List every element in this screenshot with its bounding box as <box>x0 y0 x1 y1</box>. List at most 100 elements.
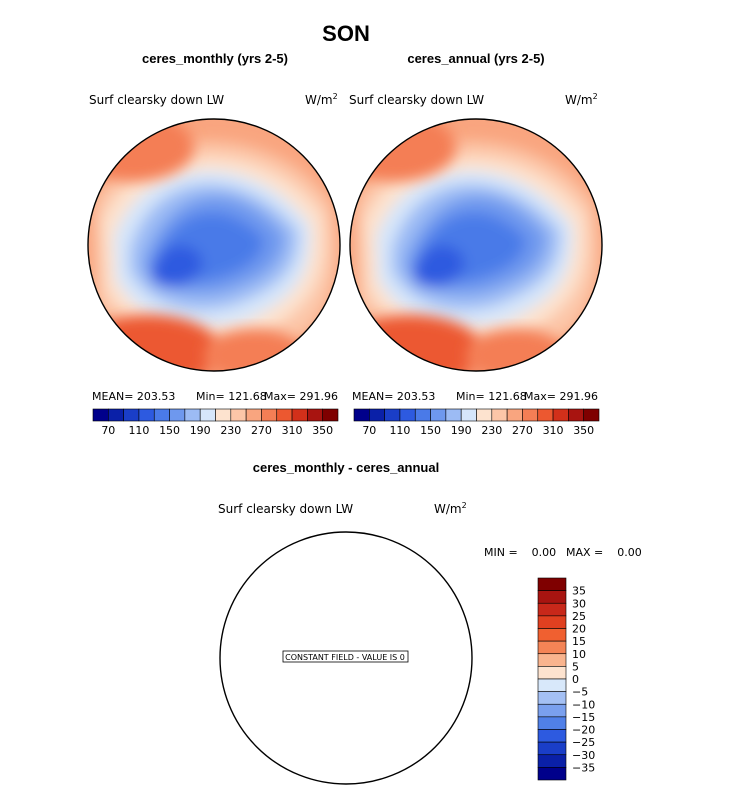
map-bottom: CONSTANT FIELD - VALUE IS 0 <box>219 531 473 785</box>
cbar-right-swatch-12 <box>537 408 554 422</box>
colorbar-bottom-swatch-11 <box>537 716 567 730</box>
colorbar-bottom-tick-label-14: −35 <box>572 761 595 774</box>
colorbar-bottom-tick-label-1: 30 <box>572 597 586 610</box>
panel-left-field-label: Surf clearsky down LW <box>89 93 224 107</box>
colorbar-right: 70 110 150 190 230 270 310 350 <box>353 408 600 437</box>
map-left-warm-bottom-left <box>88 315 220 371</box>
colorbar-left: 70 110 150 190 230 270 310 350 <box>92 408 339 437</box>
colorbar-bottom-tick-label-12: −25 <box>572 736 595 749</box>
panel-bottom-max: MAX = 0.00 <box>566 546 642 559</box>
cbar-right-tick-label-6: 310 <box>543 424 564 437</box>
cbar-left-swatch-10 <box>245 408 262 422</box>
colorbar-bottom-swatch-3 <box>537 615 567 629</box>
map-left-contour-band-6 <box>150 245 203 288</box>
cbar-left-swatch-5 <box>169 408 186 422</box>
map-right <box>349 118 603 372</box>
panel-right-units: W/m2 <box>565 92 598 107</box>
colorbar-bottom-tick-label-8: −5 <box>572 686 588 699</box>
colorbar-bottom-swatch-9 <box>537 691 567 705</box>
cbar-left-swatch-14 <box>307 408 323 422</box>
panel-bottom-field-label: Surf clearsky down LW <box>218 502 353 516</box>
cbar-left-tick-label-3: 190 <box>190 424 211 437</box>
cbar-left-swatch-3 <box>138 408 155 422</box>
cbar-right-tick-label-1: 110 <box>389 424 410 437</box>
colorbar-bottom-swatch-15 <box>537 767 567 781</box>
cbar-left-swatch-2 <box>123 408 140 422</box>
colorbar-bottom-swatch-8 <box>537 678 567 692</box>
cbar-right-swatch-1 <box>369 408 385 422</box>
panel-left-subtitle: ceres_monthly (yrs 2-5) <box>142 51 288 66</box>
cbar-right-swatch-15 <box>583 408 600 422</box>
cbar-right-tick-label-4: 230 <box>481 424 502 437</box>
colorbar-bottom-swatch-2 <box>537 602 567 617</box>
panel-bottom-subtitle: ceres_monthly - ceres_annual <box>253 460 439 475</box>
map-right-contour-band-6 <box>412 245 465 288</box>
colorbar-bottom-tick-label-0: 35 <box>572 585 586 598</box>
colorbar-bottom-swatch-14 <box>537 754 567 768</box>
colorbar-bottom-swatch-6 <box>537 653 567 667</box>
figure-title: SON <box>322 21 370 46</box>
cbar-right-swatch-5 <box>430 408 447 422</box>
cbar-right-swatch-3 <box>399 408 416 422</box>
cbar-right-tick-label-3: 190 <box>451 424 472 437</box>
cbar-right-swatch-11 <box>522 408 539 422</box>
cbar-left-swatch-0 <box>92 408 109 422</box>
colorbar-bottom-swatch-10 <box>537 703 567 718</box>
cbar-right-swatch-4 <box>414 408 431 422</box>
panel-left-units-base: W/m <box>305 93 333 107</box>
cbar-left-tick-label-6: 310 <box>282 424 303 437</box>
cbar-right-swatch-8 <box>476 408 493 422</box>
panel-right-mean: MEAN= 203.53 <box>352 390 435 403</box>
colorbar-bottom-tick-label-5: 10 <box>572 648 586 661</box>
colorbar-bottom-tick-label-2: 25 <box>572 610 586 623</box>
panel-bottom-units-exp: 2 <box>462 501 467 510</box>
panel-left-units-exp: 2 <box>333 92 338 101</box>
colorbar-bottom-swatch-12 <box>537 729 567 743</box>
map-right-field-blur <box>356 141 599 365</box>
cbar-right-swatch-6 <box>445 408 462 422</box>
cbar-left-swatch-1 <box>108 408 124 422</box>
cbar-left-tick-label-4: 230 <box>220 424 241 437</box>
cbar-right-swatch-0 <box>353 408 370 422</box>
panel-bottom-units-base: W/m <box>434 502 462 516</box>
panel-right-units-base: W/m <box>565 93 593 107</box>
cbar-left-swatch-15 <box>322 408 339 422</box>
colorbar-bottom-tick-label-6: 5 <box>572 660 579 673</box>
panel-right-field-label: Surf clearsky down LW <box>349 93 484 107</box>
cbar-left-tick-label-2: 150 <box>159 424 180 437</box>
cbar-left-swatch-6 <box>184 408 201 422</box>
colorbar-bottom-swatch-13 <box>537 741 567 756</box>
colorbar-bottom-tick-label-4: 15 <box>572 635 586 648</box>
panel-left-max: Max= 291.96 <box>264 390 338 403</box>
cbar-left-tick-label-7: 350 <box>312 424 333 437</box>
colorbar-bottom-tick-label-10: −15 <box>572 711 595 724</box>
colorbar-bottom-swatch-5 <box>537 640 567 655</box>
colorbar-bottom-tick-label-11: −20 <box>572 724 595 737</box>
cbar-left-tick-label-1: 110 <box>128 424 149 437</box>
map-left-warm-bottom-right <box>204 329 304 371</box>
map-bottom-outline <box>219 531 473 785</box>
map-right-warm-bottom-right <box>466 329 566 371</box>
panel-bottom-min: MIN = 0.00 <box>484 546 556 559</box>
panel-right-subtitle: ceres_annual (yrs 2-5) <box>407 51 544 66</box>
colorbar-bottom-swatch-7 <box>537 666 567 680</box>
panel-bottom-units: W/m2 <box>434 501 467 516</box>
cbar-left-swatch-7 <box>199 408 216 422</box>
colorbar-bottom-tick-label-3: 20 <box>572 623 586 636</box>
panel-right-units-exp: 2 <box>593 92 598 101</box>
map-right-warm-bottom-left <box>350 315 482 371</box>
map-left-outline <box>87 118 341 372</box>
map-left-field-blur <box>94 141 337 365</box>
panel-left-mean: MEAN= 203.53 <box>92 390 175 403</box>
cbar-right-tick-label-5: 270 <box>512 424 533 437</box>
cbar-left-swatch-13 <box>291 408 308 422</box>
cbar-right-swatch-14 <box>568 408 584 422</box>
map-right-outline <box>349 118 603 372</box>
cbar-right-swatch-9 <box>491 408 508 422</box>
cbar-left-tick-label-5: 270 <box>251 424 272 437</box>
cbar-right-swatch-2 <box>384 408 401 422</box>
colorbar-bottom-swatch-1 <box>537 590 567 604</box>
cbar-left-tick-label-0: 70 <box>101 424 115 437</box>
colorbar-bottom-tick-label-9: −10 <box>572 698 595 711</box>
